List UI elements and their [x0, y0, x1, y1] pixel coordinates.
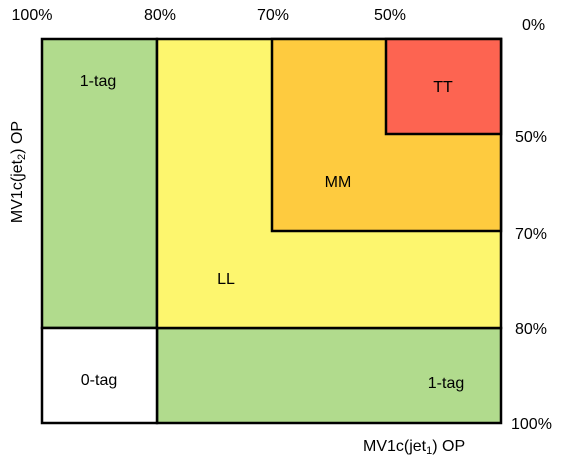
label-tt: TT	[433, 79, 453, 96]
x-tick-70: 70%	[257, 7, 289, 24]
x-tick-100: 100%	[12, 7, 53, 24]
label-0tag: 0-tag	[81, 372, 117, 389]
x-axis-title-end: ) OP	[432, 438, 465, 455]
x-axis-title: MV1c(jet1) OP	[363, 438, 465, 457]
label-1tag-bottom: 1-tag	[428, 375, 464, 392]
x-axis-title-sub: 1	[426, 445, 432, 457]
y-axis-title: MV1c(jet2) OP	[9, 121, 28, 223]
region-0tag	[40, 326, 159, 425]
label-1tag-left: 1-tag	[80, 73, 116, 90]
y-axis-title-main: MV1c(jet	[9, 159, 26, 223]
region-1tag-bottom	[155, 326, 503, 425]
y-axis-title-sub: 2	[16, 154, 28, 160]
x-axis-title-main: MV1c(jet	[363, 438, 427, 455]
y-tick-50: 50%	[515, 129, 547, 146]
label-mm: MM	[325, 174, 352, 191]
region-tt	[384, 37, 503, 136]
y-tick-100: 100%	[511, 416, 552, 433]
x-tick-50: 50%	[374, 7, 406, 24]
y-tick-0: 0%	[522, 17, 545, 34]
y-tick-80: 80%	[515, 321, 547, 338]
label-ll: LL	[217, 271, 235, 288]
y-tick-70: 70%	[515, 226, 547, 243]
region-1tag-left	[40, 37, 159, 330]
y-axis-title-end: ) OP	[9, 121, 26, 154]
x-tick-80: 80%	[144, 7, 176, 24]
